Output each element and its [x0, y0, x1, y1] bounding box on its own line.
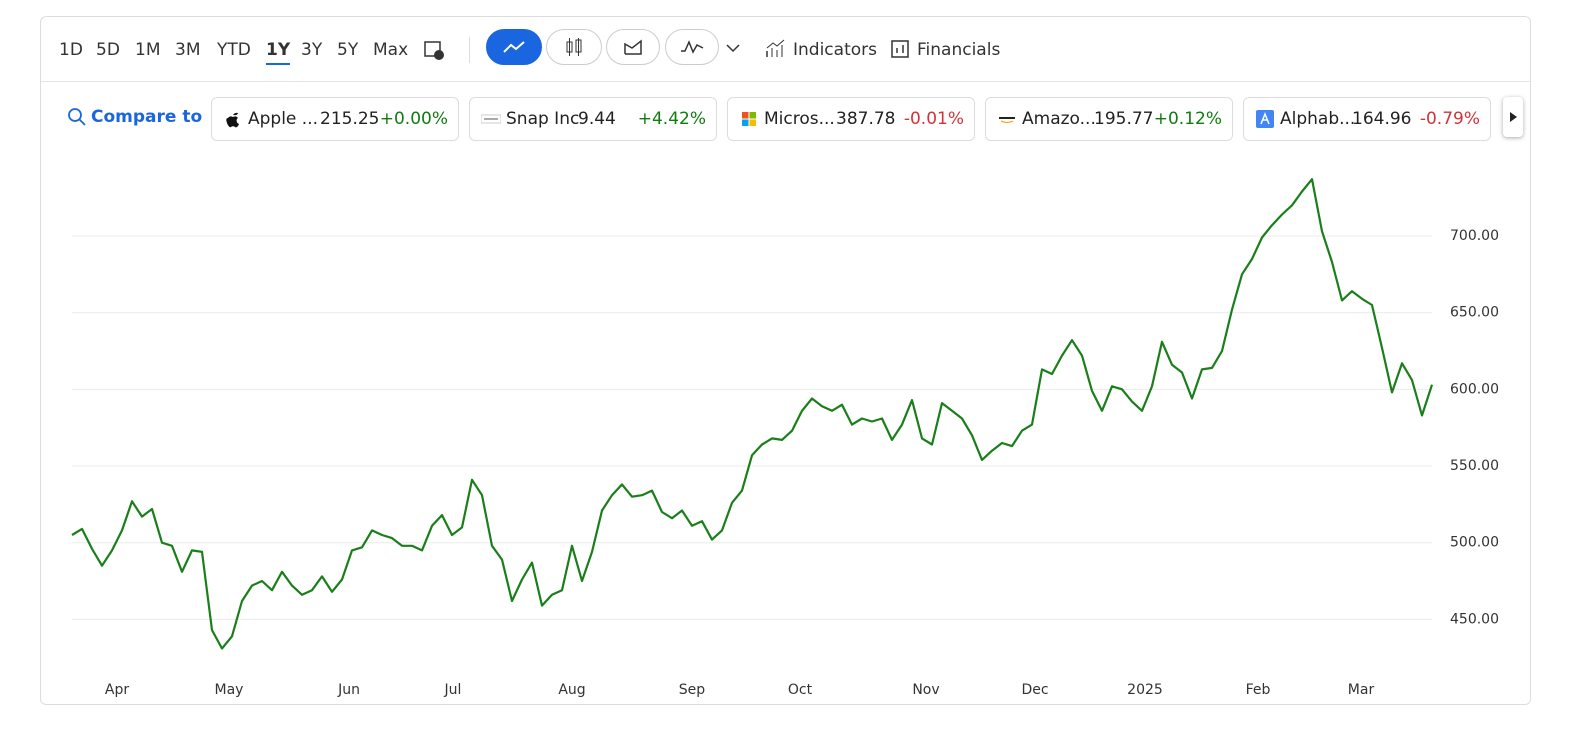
scroll-right-button[interactable] — [1503, 97, 1523, 137]
range-button[interactable]: 5D — [96, 40, 120, 60]
indicators-button[interactable]: Indicators — [793, 40, 877, 60]
ticker-logo — [997, 115, 1017, 123]
price-line — [71, 178, 1434, 650]
ticker-price: 164.96 — [1352, 109, 1412, 129]
ticker-card[interactable]: Apple ... 215.25 +0.00% — [211, 97, 459, 141]
ticker-name: Amazo... — [1022, 109, 1096, 129]
compare-button[interactable]: Compare to — [91, 107, 203, 127]
draw-button[interactable] — [665, 29, 719, 65]
search-icon — [68, 108, 86, 126]
y-tick-label: 700.00 — [1450, 228, 1499, 244]
range-button[interactable]: 3Y — [301, 40, 323, 60]
range-button[interactable]: 3M — [175, 40, 201, 60]
x-tick-label: Sep — [679, 682, 706, 698]
x-tick-label: Feb — [1246, 682, 1271, 698]
ticker-change: +0.12% — [1153, 109, 1222, 129]
ticker-change: +4.42% — [637, 109, 706, 129]
ticker-price: 9.44 — [578, 109, 616, 129]
ticker-change: +0.00% — [379, 109, 448, 129]
ticker-logo — [742, 112, 756, 126]
line-chart-button[interactable] — [486, 29, 542, 65]
candle-chart-button[interactable] — [546, 29, 602, 65]
y-tick-label: 600.00 — [1450, 381, 1499, 397]
ticker-price: 195.77 — [1094, 109, 1154, 129]
y-tick-label: 650.00 — [1450, 305, 1499, 321]
ticker-card[interactable]: Micros... 387.78 -0.01% — [727, 97, 975, 141]
ticker-change: -0.01% — [903, 109, 964, 129]
x-tick-label: Dec — [1021, 682, 1048, 698]
y-tick-label: 450.00 — [1450, 611, 1499, 627]
area-chart-button[interactable] — [606, 29, 660, 65]
dropdown-arrow[interactable] — [725, 40, 741, 56]
x-tick-label: Jun — [337, 682, 360, 698]
calendar-icon[interactable] — [423, 39, 445, 61]
indicators-icon[interactable] — [765, 39, 787, 59]
ticker-change: -0.79% — [1419, 109, 1480, 129]
separator — [469, 37, 470, 63]
financials-button[interactable]: Financials — [917, 40, 1001, 60]
ticker-card[interactable]: Alphab... 164.96 -0.79% — [1243, 97, 1491, 141]
stock-widget: Indicators Financials 1D 5D 1M 3M YTD 1Y 3Y 5Y M… — [40, 16, 1531, 705]
range-button[interactable]: 1Y — [266, 40, 291, 65]
x-tick-label: Nov — [912, 682, 939, 698]
ticker-name: Micros... — [764, 109, 835, 129]
x-tick-label: Mar — [1348, 682, 1375, 698]
y-tick-label: 500.00 — [1450, 535, 1499, 551]
range-button[interactable]: Max — [373, 40, 409, 60]
ticker-card[interactable]: Amazo... 195.77 +0.12% — [985, 97, 1233, 141]
ticker-name: Snap Inc — [506, 109, 580, 129]
toolbar: Indicators Financials 1D 5D 1M 3M YTD 1Y 3Y 5Y M… — [41, 17, 1530, 82]
x-tick-label: 2025 — [1127, 682, 1163, 698]
range-button[interactable]: 5Y — [337, 40, 359, 60]
x-tick-label: May — [215, 682, 244, 698]
ticker-name: Alphab... — [1280, 109, 1356, 129]
ticker-logo — [1256, 110, 1274, 128]
ticker-card[interactable]: Snap Inc 9.44 +4.42% — [469, 97, 717, 141]
range-button[interactable]: 1D — [59, 40, 83, 60]
ticker-price: 387.78 — [836, 109, 896, 129]
ticker-logo — [226, 112, 239, 128]
x-tick-label: Oct — [788, 682, 813, 698]
x-tick-label: Apr — [105, 682, 129, 698]
x-tick-label: Jul — [444, 682, 462, 698]
x-tick-label: Aug — [558, 682, 585, 698]
range-button[interactable]: 1M — [135, 40, 161, 60]
ticker-price: 215.25 — [320, 109, 380, 129]
y-tick-label: 550.00 — [1450, 458, 1499, 474]
ticker-name: Apple ... — [248, 109, 319, 129]
financials-icon[interactable] — [891, 40, 909, 58]
range-button[interactable]: YTD — [217, 40, 251, 60]
ticker-logo — [481, 114, 501, 124]
